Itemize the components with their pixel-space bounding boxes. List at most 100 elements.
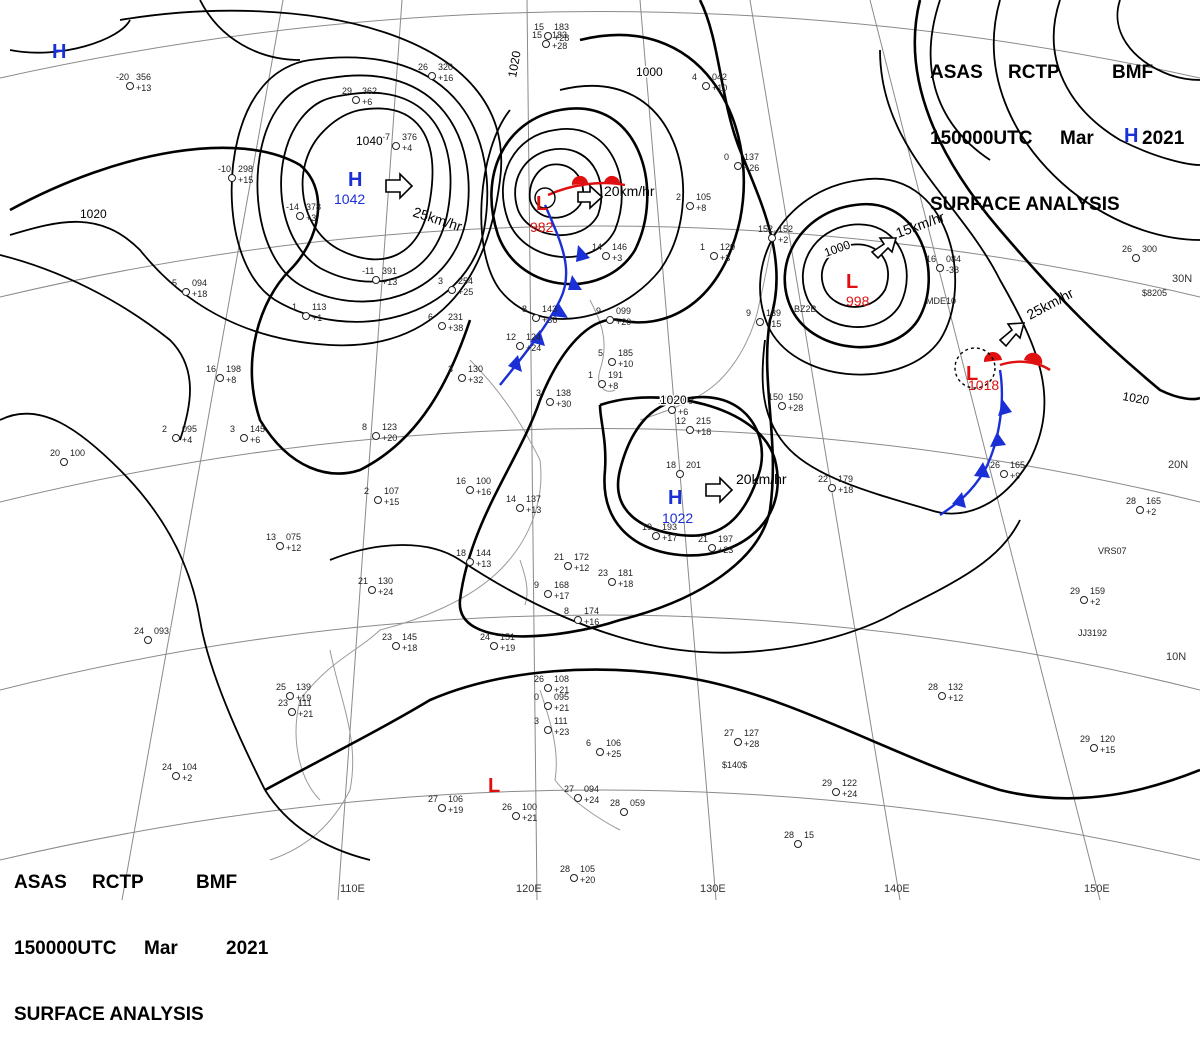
- station-temp: 6: [586, 738, 591, 748]
- station-temp: -14: [286, 202, 299, 212]
- station-pressure: 159: [1090, 586, 1105, 596]
- station-tendency: +20: [382, 433, 397, 443]
- motion-arrow-icon: [577, 184, 604, 210]
- station-dot: [708, 544, 716, 552]
- cold-front-barb: [998, 400, 1012, 416]
- station-pressure: 362: [362, 86, 377, 96]
- high-symbol: H: [1124, 125, 1138, 147]
- station-tendency: +21: [554, 703, 569, 713]
- ship-id: VRS07: [1098, 546, 1127, 556]
- high-pressure-center: H: [52, 41, 66, 63]
- station-temp: 19: [642, 522, 652, 532]
- motion-speed-label: 25km/hr: [411, 204, 464, 235]
- header-time: 150000UTC: [930, 128, 1033, 149]
- station-plot: 24 093: [134, 626, 169, 644]
- warm-front-bump: [983, 351, 1002, 362]
- station-dot: [1090, 744, 1098, 752]
- isobar: [761, 49, 1046, 515]
- station-pressure: 094: [192, 278, 207, 288]
- station-plot: 1 120+3: [700, 242, 735, 263]
- station-dot: [686, 426, 694, 434]
- station-tendency: +36: [542, 315, 557, 325]
- station-temp: 26: [990, 460, 1000, 470]
- low-symbol: L: [846, 271, 858, 293]
- station-pressure: 320: [438, 62, 453, 72]
- header-office: BMF: [1112, 62, 1154, 83]
- header-station: RCTP: [92, 872, 144, 893]
- station-temp: 24: [480, 632, 490, 642]
- station-tendency: +38: [448, 323, 463, 333]
- lon-110e-line: [337, 0, 403, 901]
- ship-id: BZ2B: [794, 304, 817, 314]
- station-tendency: +18: [402, 643, 417, 653]
- low-symbol: L: [488, 775, 500, 797]
- station-pressure: 106: [606, 738, 621, 748]
- station-pressure: 137: [526, 494, 541, 504]
- station-plot: 18 201: [666, 460, 701, 478]
- central-pressure: 998: [846, 293, 870, 309]
- isobars: [0, 0, 1200, 861]
- station-plot: 23 111+21: [278, 698, 313, 719]
- cold-front-barb: [990, 432, 1006, 447]
- station-dot: [668, 406, 676, 414]
- station-plot: 24 151+19: [480, 632, 515, 653]
- station-plot: 29 159+2: [1070, 586, 1105, 607]
- station-pressure: 378: [306, 202, 321, 212]
- station-temp: 1: [588, 370, 593, 380]
- station-plot: 3 145+6: [230, 424, 265, 445]
- station-plot: 29 120+15: [1080, 734, 1115, 755]
- station-tendency: +20: [616, 317, 631, 327]
- station-pressure: 123: [382, 422, 397, 432]
- isobar: [0, 254, 191, 441]
- station-dot: [710, 252, 718, 260]
- header-row: 150000UTC Mar 2021: [14, 938, 268, 960]
- station-dot: [466, 486, 474, 494]
- station-pressure: 391: [382, 266, 397, 276]
- station-dot: [368, 586, 376, 594]
- station-dot: [512, 812, 520, 820]
- lon-label: 140E: [884, 883, 910, 895]
- station-plot: 21 172+12: [554, 552, 589, 573]
- station-dot: [598, 380, 606, 388]
- isobar: [783, 202, 931, 349]
- station-plot: -11 391+13: [362, 266, 397, 287]
- station-temp: 3: [438, 276, 443, 286]
- motion-arrow-icon: [385, 172, 414, 200]
- isobar-label: 1040: [356, 134, 383, 148]
- station-pressure: 15: [804, 830, 814, 840]
- lon-label: 150E: [1084, 883, 1110, 895]
- lat-10n-line: [0, 614, 1200, 691]
- station-dot: [516, 504, 524, 512]
- station-temp: 2: [676, 192, 681, 202]
- station-tendency: +13: [382, 277, 397, 287]
- station-tendency: +6: [250, 435, 260, 445]
- station-plot: 5 094+18: [172, 278, 207, 299]
- station-plot: 28 132+12: [928, 682, 963, 703]
- station-plot: 8 174+16: [564, 606, 599, 627]
- station-pressure: 100: [476, 476, 491, 486]
- station-pressure: 191: [608, 370, 623, 380]
- station-pressure: 130: [468, 364, 483, 374]
- station-dot: [240, 434, 248, 442]
- station-dot: [564, 562, 572, 570]
- grid-labels: 110E 120E 130E 140E 150E 30N 20N 10N: [340, 273, 1192, 895]
- station-plot: -20 356+13: [116, 72, 151, 93]
- station-plot: 26 108+21: [534, 674, 569, 695]
- header-year: 2021: [226, 938, 269, 959]
- station-tendency: +3: [306, 213, 316, 223]
- station-temp: 15: [532, 30, 542, 40]
- header-row: ASAS RCTP BMF: [930, 62, 1184, 84]
- station-temp: 2: [364, 486, 369, 496]
- station-temp: 8: [362, 422, 367, 432]
- station-dot: [438, 322, 446, 330]
- station-dot: [828, 484, 836, 492]
- low-982-center: [534, 187, 556, 209]
- station-dot: [172, 434, 180, 442]
- station-tendency: +13: [136, 83, 151, 93]
- warm-front-line: [999, 360, 1051, 372]
- station-dot: [608, 578, 616, 586]
- station-pressure: 193: [662, 522, 677, 532]
- station-plot: 14 146+3: [592, 242, 627, 263]
